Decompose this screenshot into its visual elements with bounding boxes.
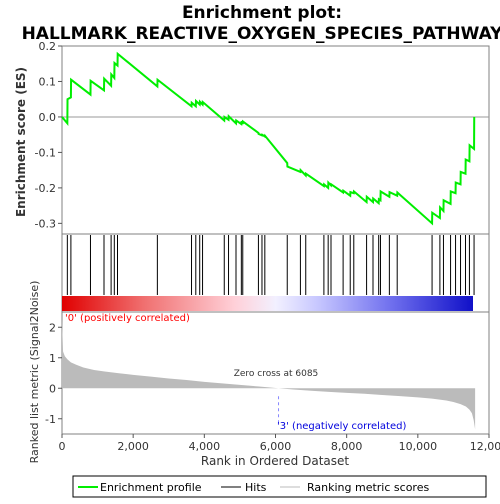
es-y-tick-label: -0.1	[35, 146, 56, 159]
negative-correlation-label: '3' (negatively correlated)	[277, 421, 406, 432]
x-tick-label: 2,000	[117, 440, 149, 453]
x-tick-label: 0	[59, 440, 66, 453]
x-tick-label: 6,000	[260, 440, 292, 453]
chart-title-line-2: HALLMARK_REACTIVE_OXYGEN_SPECIES_PATHWAY	[22, 24, 500, 44]
es-y-tick-label: 0.2	[39, 40, 57, 53]
legend-label-profile: Enrichment profile	[100, 481, 202, 494]
legend-label-hits: Hits	[245, 481, 267, 494]
chart-title-line-1: Enrichment plot:	[182, 3, 342, 23]
es-y-tick-label: -0.2	[35, 182, 56, 195]
x-axis-label: Rank in Ordered Dataset	[201, 454, 349, 468]
es-y-tick-label: 0.1	[39, 75, 57, 88]
es-y-axis-label: Enrichment score (ES)	[14, 67, 28, 217]
es-y-tick-label: 0.0	[39, 111, 57, 124]
es-y-tick-label: -0.3	[35, 217, 56, 230]
es-panel-frame	[62, 46, 489, 234]
positive-correlation-label: '0' (positively correlated)	[65, 313, 190, 324]
legend-label-metric: Ranking metric scores	[307, 481, 429, 494]
x-tick-label: 8,000	[331, 440, 363, 453]
ranking-heat-bar	[62, 296, 473, 311]
x-tick-label: 4,000	[189, 440, 221, 453]
metric-y-tick-label: 0	[49, 382, 56, 395]
metric-y-tick-label: 1	[49, 352, 56, 365]
x-tick-label: 10,000	[399, 440, 438, 453]
x-tick-label: 12,000	[470, 440, 500, 453]
x-ticks: 0 2,000 4,000 6,000 8,000 10,000 12,000	[59, 434, 500, 453]
metric-y-tick-label: -1	[45, 413, 56, 426]
metric-y-tick-label: 2	[49, 321, 56, 334]
zero-cross-label: Zero cross at 6085	[234, 369, 319, 379]
metric-y-ticks: 2 1 0 -1	[45, 321, 62, 426]
es-y-ticks: 0.2 0.1 0.0 -0.1 -0.2 -0.3	[35, 40, 62, 230]
metric-y-axis-label: Ranked list metric (Signal2Noise)	[28, 281, 41, 464]
